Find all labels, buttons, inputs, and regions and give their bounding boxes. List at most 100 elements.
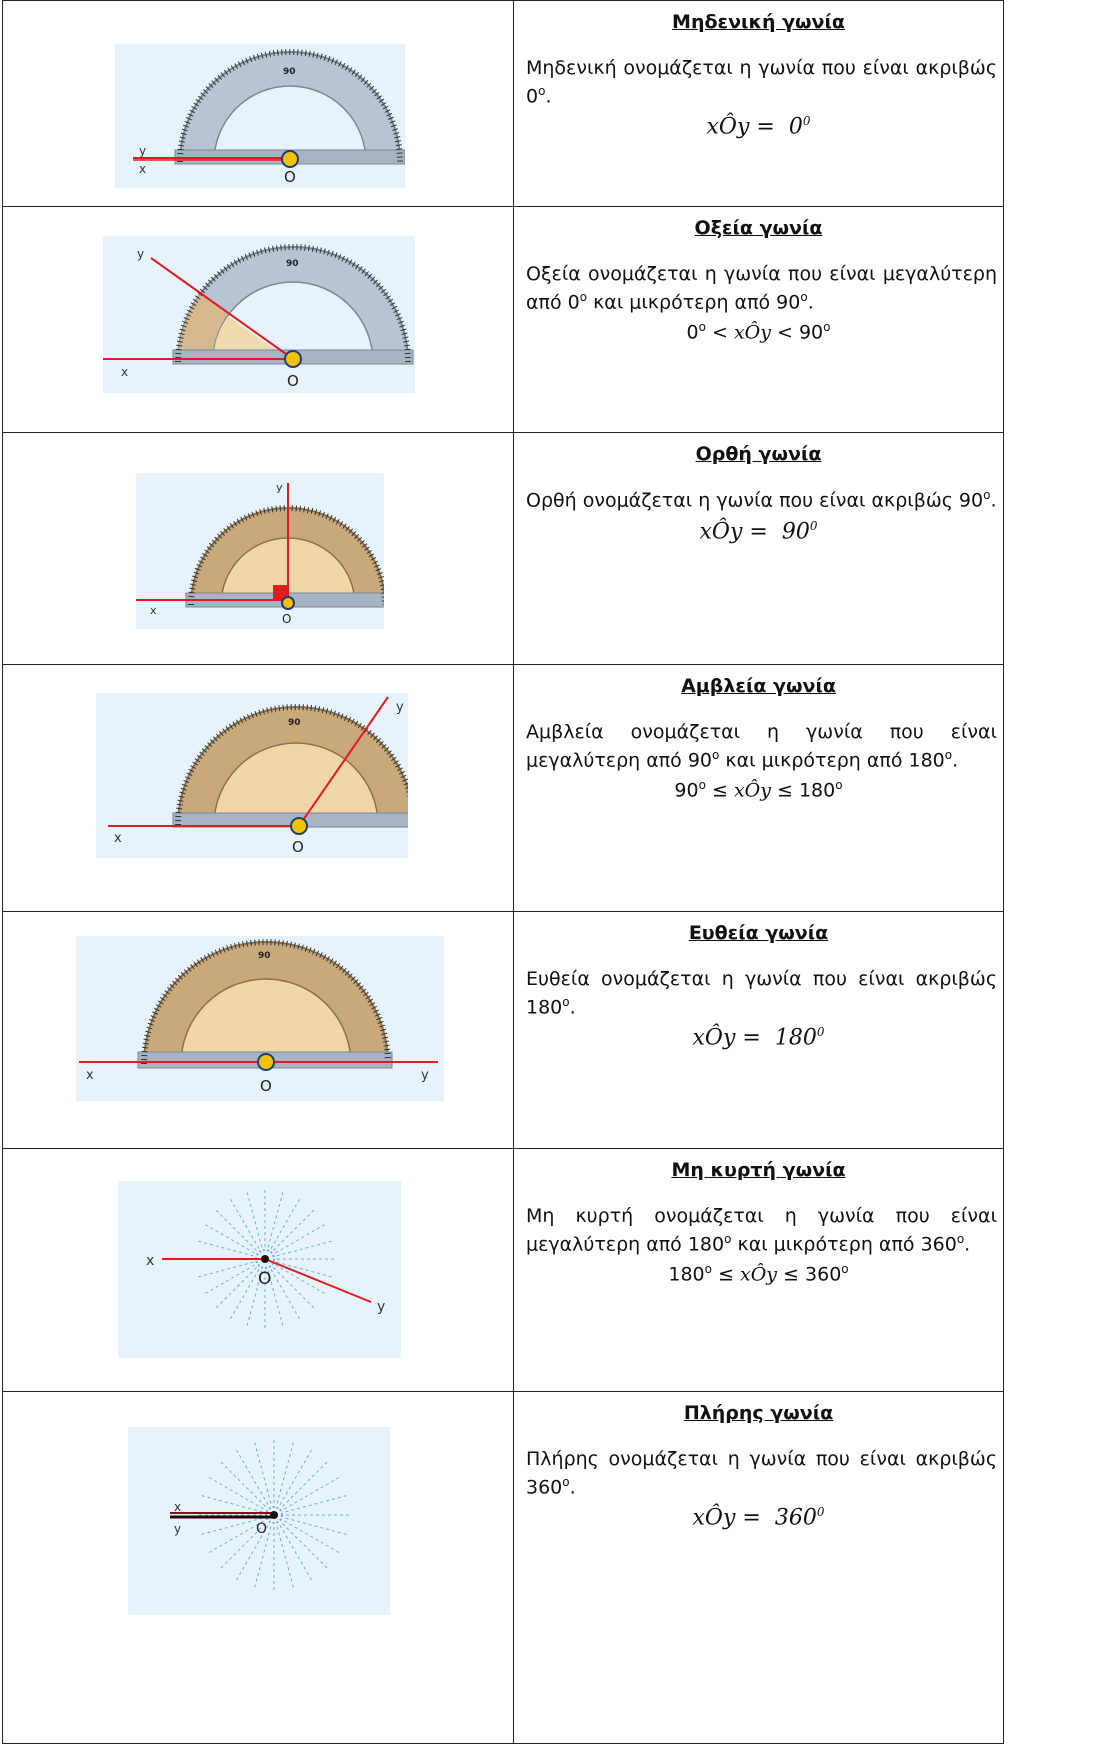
guide-ray: [279, 1525, 314, 1583]
figure-cell: 90 x y O: [2, 911, 514, 1149]
figure-cell: y x O: [2, 432, 514, 665]
protractor-mark-label: 90: [283, 67, 296, 77]
angle-formula: xÔy = 3600: [692, 1505, 825, 1531]
guide-ray: [215, 1209, 257, 1251]
guide-ray: [279, 1447, 314, 1505]
text-cell: Μη κυρτή γωνία Μη κυρτή ονομάζεται η γων…: [513, 1148, 1004, 1392]
guide-ray: [282, 1523, 330, 1571]
protractor-diagram: 90 y x O: [133, 49, 405, 186]
label-o: O: [282, 612, 291, 626]
label-y: y: [139, 144, 146, 158]
full-angle-figure: x y O: [128, 1427, 390, 1615]
protractor-diagram: 90 x y O: [79, 939, 438, 1095]
vertex-dot: [281, 596, 295, 610]
label-x: x: [121, 365, 128, 379]
guide-ray: [206, 1520, 264, 1555]
table-row: y x O Ορθή γωνία Ορθή ονομάζεται η γωνία…: [2, 432, 1004, 665]
protractor-mark-label: 90: [286, 259, 299, 269]
guide-ray: [197, 1240, 254, 1257]
text-cell: Αμβλεία γωνία Αμβλεία ονομάζεται η γωνία…: [513, 664, 1004, 912]
guide-ray: [270, 1198, 301, 1249]
protractor-diagram: y x O: [136, 481, 384, 626]
guide-ray: [246, 1191, 263, 1248]
angle-title: Αμβλεία γωνία: [681, 675, 836, 697]
angle-inequality: 0ο < xÔy < 90ο: [686, 320, 831, 344]
guide-ray: [267, 1191, 284, 1248]
guide-ray: [275, 1223, 326, 1254]
label-o: O: [258, 1269, 271, 1289]
text-cell: Οξεία γωνία Οξεία ονομάζεται η γωνία που…: [513, 206, 1004, 433]
obtuse-angle-figure: 90 y x O: [96, 693, 408, 858]
label-o: O: [284, 168, 296, 186]
acute-angle-figure: 90 y x O: [103, 236, 415, 393]
reflex-angle-figure: x y O: [118, 1181, 401, 1358]
right-angle-mark: [273, 585, 288, 600]
text-cell: Ευθεία γωνία Ευθεία ονομάζεται η γωνία π…: [513, 911, 1004, 1149]
protractor-mark-label: 90: [258, 951, 271, 961]
label-x: x: [146, 1253, 154, 1269]
figure-cell: 90 y x O: [2, 0, 514, 207]
angle-types-table: 90 y x O Μηδενική γωνία Μηδενική ονομάζε…: [2, 0, 1004, 1744]
label-x: x: [150, 604, 157, 617]
label-y: y: [137, 247, 144, 261]
figure-cell: 90 y x O: [2, 664, 514, 912]
protractor-mark-label: 90: [288, 718, 301, 728]
angle-description: Αμβλεία ονομάζεται η γωνία που είναι μεγ…: [526, 721, 997, 771]
vertex-dot: [284, 350, 302, 368]
label-o: O: [260, 1077, 272, 1095]
table-row: 90 y x O Αμβλεία γωνία Αμβλεία ονομάζετα…: [2, 664, 1004, 912]
label-o: O: [292, 838, 304, 856]
angle-rays-diagram: x y O: [146, 1189, 385, 1329]
angle-description: Πλήρης ονομάζεται η γωνία που είναι ακρι…: [526, 1448, 997, 1498]
guide-ray: [204, 1223, 255, 1254]
guide-ray: [273, 1267, 315, 1309]
angle-title: Μηδενική γωνία: [672, 11, 845, 33]
angle-description: Μη κυρτή ονομάζεται η γωνία που είναι με…: [526, 1205, 997, 1255]
text-cell: Πλήρης γωνία Πλήρης ονομάζεται η γωνία π…: [513, 1391, 1004, 1744]
guide-ray: [229, 1198, 260, 1249]
vertex-dot: [270, 1511, 278, 1519]
angle-description: Οξεία ονομάζεται η γωνία που είναι μεγαλ…: [526, 263, 997, 313]
angle-description: Μηδενική ονομάζεται η γωνία που είναι ακ…: [526, 57, 997, 107]
ray-y: [150, 257, 294, 360]
zero-angle-figure: 90 y x O: [115, 44, 405, 188]
guide-ray: [276, 1240, 333, 1257]
angle-title: Πλήρης γωνία: [683, 1402, 834, 1424]
label-x: x: [139, 162, 146, 176]
protractor-diagram: 90 y x O: [108, 696, 408, 856]
guide-ray: [276, 1261, 333, 1278]
angle-formula: xÔy = 900: [699, 518, 818, 545]
guide-ray: [273, 1209, 315, 1251]
guide-ray: [267, 1270, 284, 1327]
guide-ray: [204, 1264, 255, 1295]
guide-ray: [282, 1459, 330, 1507]
angle-title: Ευθεία γωνία: [688, 922, 829, 944]
guide-ray: [284, 1520, 342, 1555]
straight-angle-figure: 90 x y O: [76, 936, 444, 1101]
guide-ray: [270, 1269, 301, 1320]
label-o: O: [256, 1521, 267, 1537]
label-x: x: [174, 1500, 181, 1514]
angle-formula: xÔy = 00: [706, 114, 811, 140]
angle-title: Μη κυρτή γωνία: [671, 1159, 846, 1181]
label-y: y: [276, 481, 283, 494]
angle-inequality: 180ο ≤ xÔy ≤ 360ο: [668, 1262, 849, 1286]
guide-ray: [284, 1475, 342, 1510]
guide-ray: [229, 1269, 260, 1320]
right-angle-figure: y x O: [136, 473, 384, 629]
vertex-dot: [257, 1053, 275, 1071]
angle-rays-diagram: x y O: [170, 1437, 352, 1593]
table-row: 90 x y O Ευθεία γωνία Ευθεία ονομάζεται …: [2, 911, 1004, 1149]
table-row: x y O Πλήρης γωνία Πλήρης ονομάζεται η γ…: [2, 1391, 1004, 1744]
angle-title: Οξεία γωνία: [694, 217, 823, 239]
label-y: y: [174, 1522, 181, 1536]
label-y: y: [396, 700, 404, 715]
label-x: x: [114, 831, 122, 846]
angle-title: Ορθή γωνία: [695, 443, 822, 465]
vertex-dot: [281, 150, 299, 168]
guide-ray: [206, 1475, 264, 1510]
table-row: 90 y x O Μηδενική γωνία Μηδενική ονομάζε…: [2, 0, 1004, 207]
ray-y: [298, 696, 389, 827]
angle-formula: xÔy = 1800: [692, 1025, 825, 1051]
angle-inequality: 90ο ≤ xÔy ≤ 180ο: [674, 778, 843, 802]
